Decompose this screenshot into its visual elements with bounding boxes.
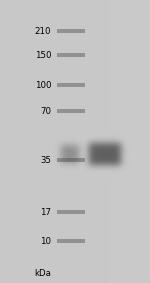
Text: 35: 35 bbox=[40, 156, 51, 165]
Text: 100: 100 bbox=[35, 81, 51, 90]
Text: 10: 10 bbox=[40, 237, 51, 246]
Text: 150: 150 bbox=[35, 51, 51, 60]
Text: kDa: kDa bbox=[34, 269, 51, 278]
Text: 210: 210 bbox=[35, 27, 51, 36]
Text: 17: 17 bbox=[40, 208, 51, 217]
Text: 70: 70 bbox=[40, 107, 51, 116]
